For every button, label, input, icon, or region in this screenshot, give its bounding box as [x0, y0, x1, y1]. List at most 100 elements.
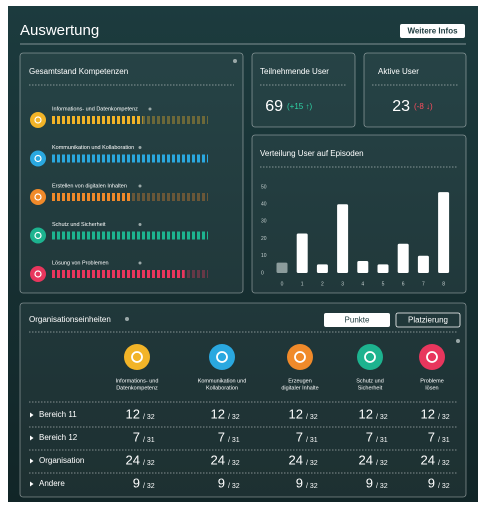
info-icon[interactable]: [125, 317, 129, 321]
cell-value: 9: [428, 475, 435, 490]
cell-total: / 32: [376, 414, 388, 421]
panel-title: Aktive User: [378, 67, 419, 76]
info-icon[interactable]: [138, 184, 142, 188]
y-tick-label: 10: [261, 253, 267, 259]
bar: [296, 233, 308, 273]
cell-value: 24: [126, 452, 140, 467]
cell-total: / 32: [143, 414, 155, 421]
bar: [357, 260, 369, 273]
x-tick-label: 2: [321, 281, 324, 287]
cell-value: 7: [218, 429, 225, 444]
competency-label: Informations- und Datenkompetenz: [52, 106, 138, 112]
info-icon[interactable]: [138, 146, 142, 149]
icon-glyph: [294, 351, 306, 363]
row-name[interactable]: Organisation: [39, 456, 84, 465]
cell-value: 7: [428, 429, 435, 444]
info-icon[interactable]: [456, 339, 460, 343]
panel-title: Organisationseinheiten: [29, 315, 111, 324]
cell-value: 12: [126, 406, 140, 421]
column-label: Probleme: [420, 378, 444, 384]
expand-arrow[interactable]: [30, 435, 34, 441]
expand-arrow[interactable]: [30, 412, 34, 418]
info-button-label[interactable]: Weitere Infos: [407, 27, 458, 36]
info-button[interactable]: [400, 24, 465, 38]
tab-active[interactable]: [324, 313, 390, 327]
row-name[interactable]: Bereich 11: [39, 410, 77, 419]
bar: [417, 255, 429, 273]
cell-total: / 31: [143, 437, 155, 444]
column-label: Sicherheit: [358, 385, 383, 391]
cell-total: / 31: [228, 437, 240, 444]
column-label: Datenkompetenz: [116, 385, 158, 391]
info-icon[interactable]: [138, 223, 142, 226]
column-icon: [124, 344, 150, 370]
icon-glyph: [426, 351, 438, 363]
competency-icon: [30, 227, 46, 244]
x-tick-label: 7: [422, 281, 425, 287]
expand-arrow[interactable]: [30, 481, 34, 487]
expand-arrow[interactable]: [30, 458, 34, 464]
panel-title: Gesamtstand Kompetenzen: [29, 67, 128, 76]
column-label: Kollaboration: [206, 385, 238, 391]
cell-value: 9: [296, 475, 303, 490]
x-tick-label: 3: [341, 281, 344, 287]
row-name[interactable]: Bereich 12: [39, 433, 78, 442]
cell-total: / 32: [228, 460, 240, 467]
icon-glyph: [364, 351, 376, 363]
info-icon[interactable]: [138, 261, 142, 265]
x-tick-label: 1: [301, 281, 304, 287]
competency-icon: [30, 112, 46, 128]
info-icon[interactable]: [233, 59, 237, 63]
column-icon: [357, 344, 383, 370]
competency-label: Kommunikation und Kollaboration: [52, 145, 134, 151]
column-label: Kommunikation und: [198, 378, 247, 384]
page-title: Auswertung: [20, 22, 99, 39]
y-tick-label: 50: [261, 184, 267, 190]
icon-glyph: [131, 351, 143, 363]
tab-label[interactable]: Platzierung: [408, 316, 448, 325]
cell-total: / 32: [438, 483, 450, 490]
bar: [377, 264, 389, 273]
cell-total: / 32: [228, 414, 240, 421]
bar: [337, 204, 349, 273]
x-tick-label: 6: [402, 281, 405, 287]
y-tick-label: 20: [261, 236, 267, 242]
bar: [276, 262, 288, 273]
tab-label[interactable]: Punkte: [345, 316, 370, 325]
competency-label: Erstellen von digitalen Inhalten: [52, 183, 127, 189]
competency-icon: [30, 150, 46, 167]
bar: [438, 192, 450, 273]
active-value: 23: [392, 98, 410, 115]
competency-label: Lösung von Problemen: [52, 260, 109, 266]
y-tick-label: 40: [261, 202, 267, 208]
participants-change: (+15 ↑): [287, 102, 312, 111]
info-icon[interactable]: [148, 107, 152, 111]
cell-value: 7: [133, 429, 140, 444]
icon-glyph: [34, 270, 42, 278]
icon-glyph: [216, 351, 228, 363]
y-tick-label: 30: [261, 219, 267, 225]
active-panel: [363, 52, 467, 128]
cell-value: 24: [211, 452, 225, 467]
column-label: Informations- und: [116, 378, 159, 384]
cell-value: 9: [366, 475, 373, 490]
bar: [397, 243, 409, 273]
cell-total: / 31: [438, 437, 450, 444]
x-tick-label: 0: [281, 281, 284, 287]
tab[interactable]: [395, 312, 461, 328]
cell-total: / 32: [306, 483, 318, 490]
icon-glyph: [34, 231, 42, 240]
icon-glyph: [34, 154, 42, 163]
x-tick-label: 8: [442, 281, 445, 287]
cell-value: 7: [296, 429, 303, 444]
y-tick-label: 0: [261, 270, 264, 276]
cell-value: 9: [218, 475, 225, 490]
active-change: (-8 ↓): [414, 102, 433, 111]
competency-panel: [19, 52, 244, 294]
row-name[interactable]: Andere: [39, 479, 65, 488]
cell-total: / 31: [376, 437, 388, 444]
cell-value: 24: [289, 452, 303, 467]
cell-value: 24: [359, 452, 373, 467]
column-icon: [419, 344, 445, 370]
